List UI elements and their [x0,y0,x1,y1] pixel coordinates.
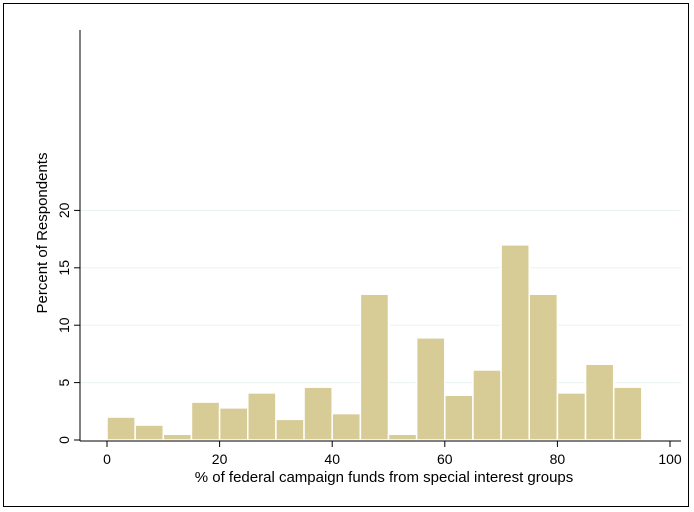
x-tick-label: 20 [212,451,228,467]
y-axis-title: Percent of Respondents [34,153,51,314]
histogram-bar [444,394,474,441]
y-tick-label: 20 [56,202,72,218]
histogram-bar [247,392,277,441]
histogram-bar [162,433,193,441]
histogram-bar [500,244,531,441]
histogram-bar [134,424,165,441]
axes [74,30,681,447]
histogram-bar [584,363,615,441]
bars [106,244,643,441]
y-tick-label: 0 [56,436,72,444]
tick-labels: 0 5 10 15 20 0 20 40 60 80 100 [56,202,682,467]
histogram-bar [331,412,362,441]
histogram-bar [303,386,333,441]
histogram-bar [359,293,390,441]
x-tick-label: 60 [437,451,453,467]
x-tick-label: 0 [103,451,111,467]
y-tick-label: 10 [56,317,72,333]
histogram-bar [218,407,249,441]
histogram-bar [528,293,559,441]
histogram-bar [190,401,221,441]
histogram-bar [275,418,305,441]
y-tick-label: 15 [56,260,72,276]
x-tick-label: 40 [324,451,340,467]
histogram-bar [472,369,502,441]
histogram-bar [415,337,446,441]
histogram-bar [106,416,136,441]
histogram-bar [556,392,587,441]
x-tick-label: 100 [658,451,682,467]
histogram-bar [612,386,643,441]
x-tick-label: 80 [550,451,566,467]
histogram-bar [387,433,418,441]
y-tick-label: 5 [56,378,72,386]
x-axis-title: % of federal campaign funds from special… [195,469,574,486]
